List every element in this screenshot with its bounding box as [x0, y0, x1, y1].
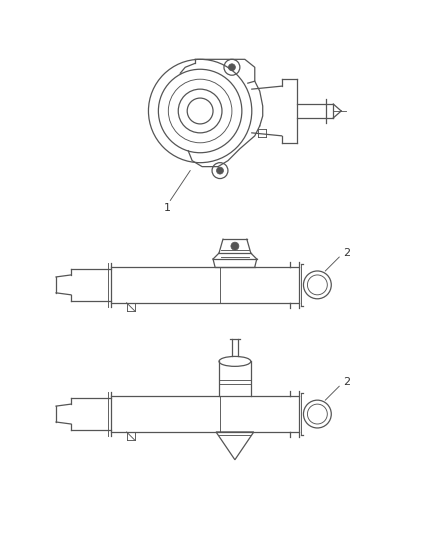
Text: 2: 2	[344, 248, 351, 258]
Circle shape	[216, 167, 223, 174]
Circle shape	[229, 64, 235, 71]
Text: 2: 2	[344, 377, 351, 387]
Text: 1: 1	[164, 204, 171, 213]
Circle shape	[231, 242, 239, 250]
